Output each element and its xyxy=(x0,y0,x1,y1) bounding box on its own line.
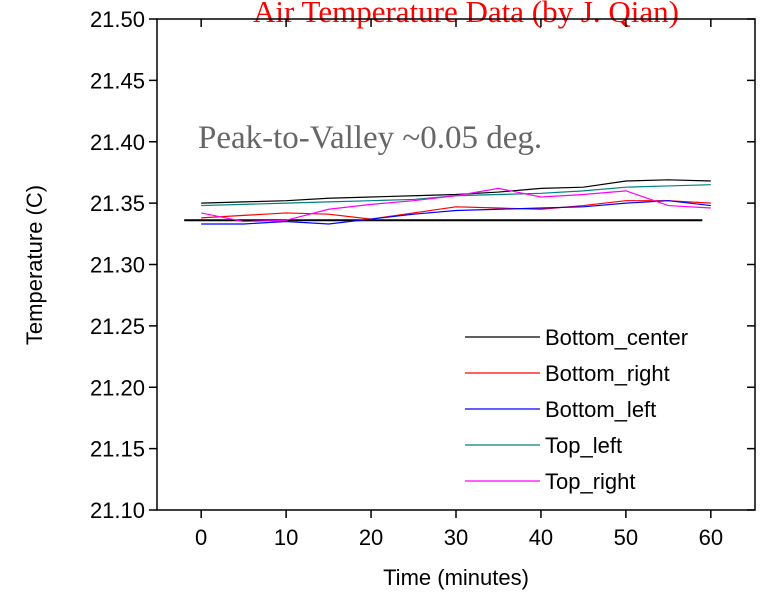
y-tick-label: 21.40 xyxy=(90,130,145,155)
x-tick-label: 10 xyxy=(274,525,298,550)
series-line xyxy=(201,179,711,204)
series-line xyxy=(201,200,711,225)
chart-title: Air Temperature Data (by J. Qian) xyxy=(253,0,679,29)
legend-label: Top_right xyxy=(545,469,636,494)
series-line xyxy=(201,187,711,223)
y-tick-label: 21.10 xyxy=(90,498,145,523)
y-tick-label: 21.25 xyxy=(90,314,145,339)
y-axis-label: Temperature (C) xyxy=(22,185,47,345)
y-tick-label: 21.35 xyxy=(90,191,145,216)
y-tick-label: 21.50 xyxy=(90,7,145,32)
x-tick-label: 30 xyxy=(444,525,468,550)
x-axis-label: Time (minutes) xyxy=(383,565,529,590)
legend-label: Bottom_center xyxy=(545,325,688,350)
x-tick-label: 60 xyxy=(699,525,723,550)
y-tick-label: 21.20 xyxy=(90,375,145,400)
legend-label: Bottom_left xyxy=(545,397,656,422)
x-tick-label: 20 xyxy=(359,525,383,550)
plot-frame xyxy=(156,18,756,511)
x-tick-label: 50 xyxy=(614,525,638,550)
y-tick-label: 21.30 xyxy=(90,253,145,278)
x-tick-label: 40 xyxy=(529,525,553,550)
legend-label: Top_left xyxy=(545,433,622,458)
y-tick-label: 21.45 xyxy=(90,68,145,93)
annotation: Peak-to-Valley ~0.05 deg. xyxy=(198,120,542,156)
x-tick-label: 0 xyxy=(195,525,207,550)
series-line xyxy=(201,200,711,220)
y-tick-label: 21.15 xyxy=(90,437,145,462)
legend-label: Bottom_right xyxy=(545,361,670,386)
